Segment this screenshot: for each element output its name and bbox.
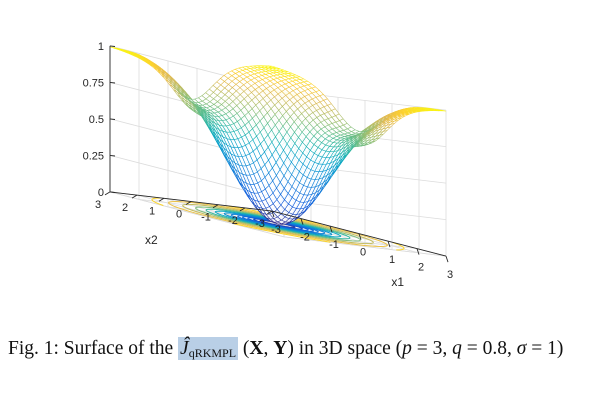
x-tick-label: 0	[360, 247, 366, 259]
x-tick	[300, 218, 304, 225]
contour-line	[223, 212, 333, 236]
caption-symbol-base: Ĵ	[180, 338, 189, 359]
x-tick	[387, 240, 391, 248]
caption-sigma-label: σ	[516, 338, 527, 359]
x-tick-label: 1	[389, 254, 395, 266]
z-tick-label: 0.5	[89, 114, 104, 126]
surface-cell	[268, 65, 277, 68]
caption-args-close: )	[287, 338, 294, 359]
y-tick	[185, 201, 192, 205]
z-tick	[109, 118, 116, 120]
z-tick-label: 1	[98, 41, 104, 53]
contour-line	[182, 203, 374, 245]
caption-symbol-sub: qRKMPL	[188, 346, 237, 360]
grid-line	[109, 191, 285, 238]
x-tick	[329, 225, 333, 233]
y-axis-label: x2	[145, 233, 158, 247]
z-tick	[109, 191, 116, 193]
y-tick-label: 1	[149, 205, 155, 217]
y-tick	[239, 207, 246, 212]
caption-prefix: Fig. 1: Surface of the	[8, 338, 179, 359]
caption-p-label: p	[402, 338, 412, 359]
surface-mesh	[109, 46, 447, 225]
z-tick	[109, 154, 116, 157]
y-tick-label: 2	[122, 202, 128, 214]
axes	[104, 45, 449, 263]
x-tick	[445, 255, 449, 263]
x-tick-label: 2	[418, 262, 424, 274]
z-tick	[109, 81, 116, 84]
x-tick-label: -3	[271, 224, 281, 236]
contour-line	[151, 197, 405, 251]
z-tick	[109, 45, 116, 47]
y-tick-label: -2	[228, 215, 238, 227]
z-tick-label: 0.25	[83, 150, 104, 162]
x-tick-label: -1	[329, 239, 339, 251]
y-tick	[212, 204, 219, 209]
z-tick-label: 0.75	[83, 77, 104, 89]
y-tick	[104, 191, 111, 196]
contour-line	[260, 220, 296, 228]
x-tick-label: -2	[300, 232, 310, 244]
surface-plot-svg: 0 0.25 0.5 0.75 1 -3 -2 -1 0 1 2 3 -3 -2 -1 0 1 2 3 x1 x2	[83, 41, 453, 289]
caption-middle: in 3D space (	[293, 338, 403, 359]
contour-line	[230, 213, 326, 235]
caption-arg-y: Y	[273, 338, 288, 359]
y-tick-label: -1	[201, 212, 211, 224]
surface-plot: 0 0.25 0.5 0.75 1 -3 -2 -1 0 1 2 3 -3 -2 -1 0 1 2 3 x1 x2	[83, 41, 453, 289]
x-tick	[271, 210, 275, 218]
contour-line	[195, 206, 361, 242]
figure-caption: Fig. 1: Surface of the ĴqRKMPL (X, Y) in…	[8, 336, 592, 366]
caption-symbol: ĴqRKMPL	[178, 337, 239, 360]
y-tick-label: 0	[176, 209, 182, 221]
y-tick-label: -3	[255, 218, 265, 230]
x-tick-label: 3	[447, 269, 453, 281]
contour-line	[168, 200, 388, 248]
caption-q-eq: = 0.8,	[461, 338, 517, 359]
caption-p-eq: = 3,	[411, 338, 453, 359]
y-tick-label: 3	[95, 199, 101, 211]
contour-line	[205, 208, 351, 240]
y-tick	[131, 194, 138, 199]
caption-sigma-eq: = 1)	[526, 338, 564, 359]
tick-labels: 0 0.25 0.5 0.75 1 -3 -2 -1 0 1 2 3 -3 -2 -1 0 1 2 3	[83, 41, 453, 281]
caption-args-sep: ,	[263, 338, 274, 359]
z-tick-label: 0	[98, 187, 104, 199]
caption-arg-x: X	[249, 338, 264, 359]
x-axis-label: x1	[391, 275, 404, 289]
caption-q-label: q	[452, 338, 462, 359]
y-tick	[158, 197, 165, 202]
contour-line	[214, 210, 342, 238]
x-tick	[416, 248, 420, 255]
y-tick	[266, 210, 273, 215]
floor-contours	[151, 197, 405, 251]
caption-args-open: (	[238, 338, 250, 359]
x-tick	[358, 233, 362, 240]
